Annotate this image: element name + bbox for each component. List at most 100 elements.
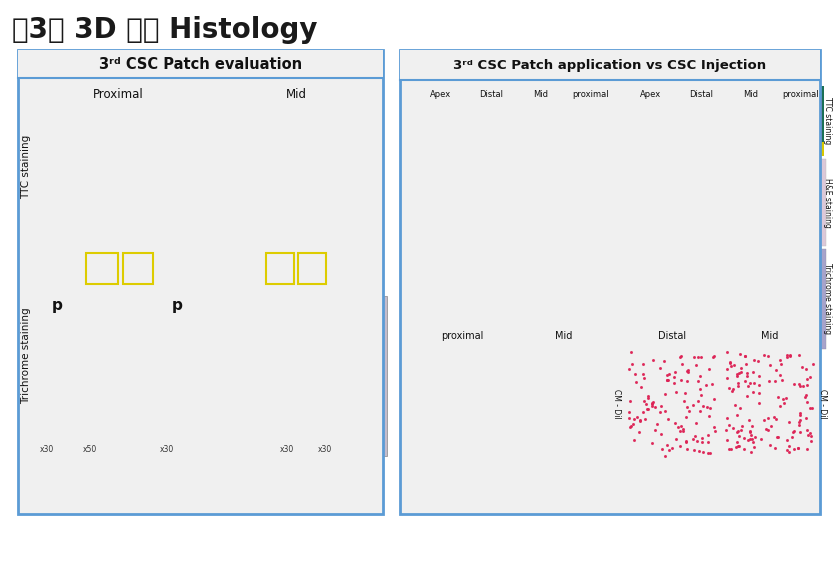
Bar <box>40 214 80 244</box>
Bar <box>652 249 676 349</box>
Bar <box>628 249 676 349</box>
Bar <box>732 164 772 241</box>
Bar <box>468 142 514 156</box>
Bar <box>778 249 806 329</box>
Bar <box>628 142 674 156</box>
Bar <box>780 98 822 148</box>
Bar <box>420 98 462 148</box>
Bar <box>678 86 724 156</box>
Bar <box>568 249 596 319</box>
Bar <box>782 164 822 241</box>
Text: 3ʳᵈ CSC Patch application vs CSC Injection: 3ʳᵈ CSC Patch application vs CSC Injecti… <box>453 59 767 72</box>
Bar <box>518 86 564 156</box>
Text: Trichrome staining: Trichrome staining <box>21 308 31 405</box>
Text: x50: x50 <box>83 445 97 454</box>
Bar <box>680 98 722 148</box>
Bar <box>40 296 155 456</box>
Bar <box>678 142 724 156</box>
Bar <box>53 99 205 229</box>
Text: Mid: Mid <box>534 90 549 99</box>
Text: proximal: proximal <box>441 331 483 341</box>
Bar <box>468 86 514 156</box>
Bar <box>568 142 614 156</box>
Bar <box>86 253 118 284</box>
Bar <box>40 247 215 292</box>
Text: Apex: Apex <box>430 90 452 99</box>
Bar <box>223 247 268 292</box>
Bar <box>418 142 464 156</box>
Bar <box>542 249 566 349</box>
Bar <box>123 253 153 284</box>
Bar <box>400 50 820 80</box>
Bar <box>418 86 464 156</box>
Text: p: p <box>172 298 183 313</box>
Bar <box>18 50 383 514</box>
Text: Distal: Distal <box>658 331 686 341</box>
Text: Mid: Mid <box>555 331 573 341</box>
Text: 제3형 3D 패치 Histology: 제3형 3D 패치 Histology <box>12 16 317 44</box>
Bar <box>630 98 672 148</box>
Text: Mid: Mid <box>762 331 779 341</box>
Bar <box>160 296 275 456</box>
Bar <box>492 249 516 349</box>
Bar <box>520 351 608 456</box>
Bar <box>628 159 676 246</box>
Bar <box>726 351 814 456</box>
Bar <box>568 159 616 246</box>
Bar <box>223 89 373 244</box>
Bar <box>422 164 462 241</box>
Bar <box>592 249 616 349</box>
Text: x30: x30 <box>318 445 332 454</box>
Text: proximal: proximal <box>782 90 819 99</box>
Text: Mid: Mid <box>286 88 306 101</box>
Text: CM - DiI: CM - DiI <box>818 389 827 418</box>
Bar <box>518 159 566 246</box>
Text: Proximal: Proximal <box>93 88 144 101</box>
Bar <box>472 164 512 241</box>
Bar <box>40 296 155 456</box>
Bar <box>728 142 774 156</box>
Bar <box>778 159 826 246</box>
Text: H&E staining: H&E staining <box>823 178 832 228</box>
Bar <box>266 253 294 284</box>
Bar <box>568 86 614 156</box>
Text: x30: x30 <box>280 445 294 454</box>
Bar <box>730 98 772 148</box>
Bar <box>280 296 387 456</box>
Bar <box>442 249 466 349</box>
Bar <box>678 249 706 329</box>
Bar <box>418 249 446 319</box>
Bar <box>778 86 824 156</box>
Bar <box>728 249 776 349</box>
Bar <box>40 247 100 292</box>
Bar <box>778 142 824 156</box>
Bar <box>468 249 496 319</box>
Bar <box>682 164 722 241</box>
Bar <box>418 351 447 456</box>
Bar <box>233 99 363 229</box>
Text: p: p <box>52 298 63 313</box>
Text: 3ʳᵈ CSC Patch evaluation: 3ʳᵈ CSC Patch evaluation <box>99 56 302 72</box>
Text: Apex: Apex <box>640 90 661 99</box>
Bar <box>18 50 383 78</box>
Text: Distal: Distal <box>479 90 503 99</box>
Bar <box>628 351 716 456</box>
Bar <box>223 89 373 244</box>
Text: Mid: Mid <box>743 90 758 99</box>
Bar <box>40 89 218 244</box>
Bar <box>678 249 726 349</box>
Bar <box>568 249 616 349</box>
Bar <box>728 159 776 246</box>
Bar <box>298 253 326 284</box>
Bar <box>418 249 466 349</box>
Text: x30: x30 <box>40 445 54 454</box>
Bar <box>628 86 674 156</box>
Bar <box>752 249 776 349</box>
Bar <box>632 164 672 241</box>
Bar <box>518 249 546 319</box>
Text: CM - DiI: CM - DiI <box>612 389 621 418</box>
Bar <box>572 164 612 241</box>
Text: proximal: proximal <box>573 90 610 99</box>
Bar <box>40 89 218 244</box>
Text: TTC staining: TTC staining <box>21 134 31 199</box>
